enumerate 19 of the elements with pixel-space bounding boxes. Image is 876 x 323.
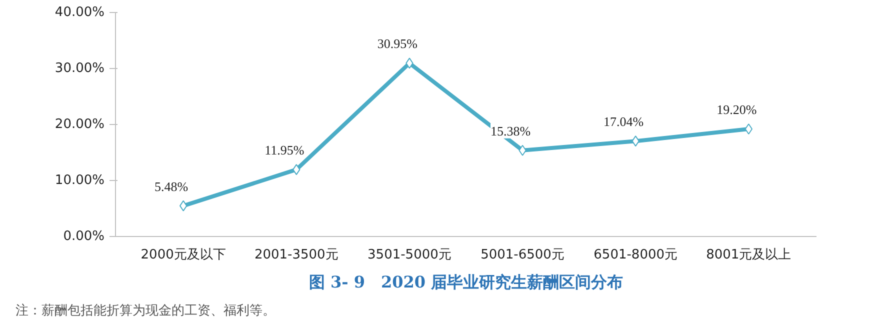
x-tick-label: 5001-6500元 [480,248,564,262]
x-tick-label: 8001元及以上 [706,248,792,262]
y-tick-label: 10.00% [54,173,105,188]
y-tick-label: 40.00% [54,5,105,20]
data-label: 19.20% [716,102,757,117]
text: 图 3- 9 2020 届毕业研究生薪酬区间分布 [308,272,624,292]
x-tick-label: 3501-5000元 [368,248,452,262]
data-label: 5.48% [154,178,188,194]
x-tick-label: 2000元及以下 [140,248,226,262]
x-tick-label: 2001-3500元 [254,248,338,262]
data-label: 15.38% [490,123,531,138]
y-tick-label: 20.00% [54,117,105,132]
y-tick-label: 30.00% [54,61,105,76]
data-label: 11.95% [264,142,304,158]
x-tick-label: 6501-8000元 [594,248,678,262]
y-tick-label: 0.00% [63,229,105,244]
text: 注：薪酬包括能折算为现金的工资、福利等。 [16,304,276,318]
data-label: 17.04% [604,114,644,130]
data-label: 30.95% [377,36,418,52]
